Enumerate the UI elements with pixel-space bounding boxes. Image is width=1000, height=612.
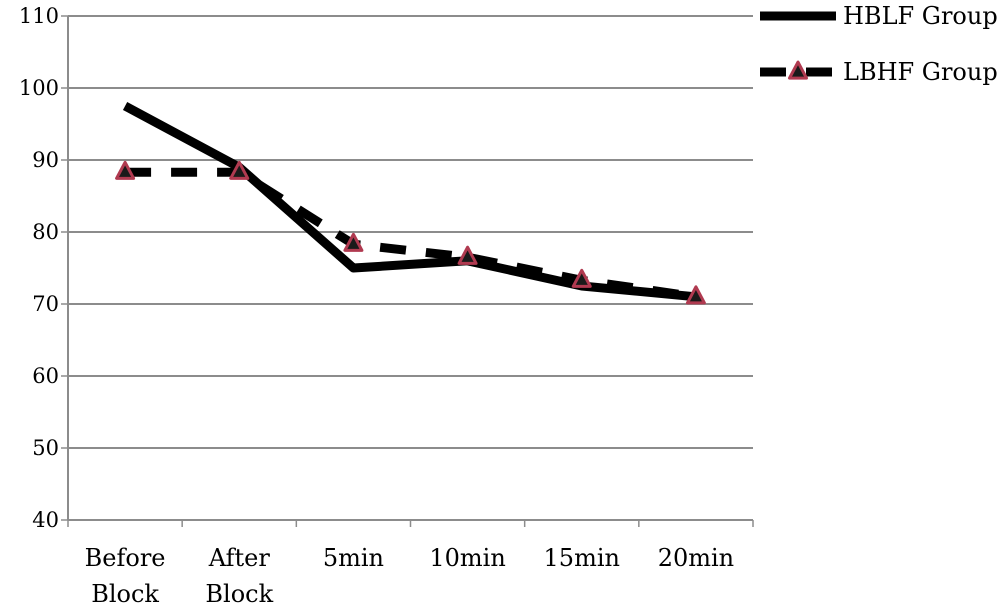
series-marker-triangle xyxy=(229,160,250,180)
series-group xyxy=(115,102,706,305)
series-marker-triangle xyxy=(788,60,808,80)
x-category-label: 5min xyxy=(323,544,384,572)
series-line xyxy=(122,102,697,302)
x-category-label: 10min xyxy=(429,544,505,572)
y-tick-label: 90 xyxy=(32,148,59,172)
legend: HBLF Group LBHF Group xyxy=(760,2,998,86)
y-tick-label: 80 xyxy=(32,220,59,244)
series-marker-triangle xyxy=(685,285,706,305)
x-category-labels: Before Block After Block 5min 10min 15min 20min xyxy=(85,544,734,608)
x-category-label: 20min xyxy=(658,544,734,572)
x-category-label: Before xyxy=(85,544,166,572)
series-line xyxy=(125,167,697,302)
x-category-label: Block xyxy=(91,580,159,608)
y-tick-label: 60 xyxy=(32,364,59,388)
series-0 xyxy=(122,102,697,302)
y-tick-label: 100 xyxy=(19,76,59,100)
legend-label: HBLF Group xyxy=(843,2,998,30)
series-marker-triangle xyxy=(343,232,364,252)
y-tick-label: 40 xyxy=(32,508,59,532)
x-category-label: After xyxy=(208,544,271,572)
y-tick-label: 110 xyxy=(19,4,59,28)
series-marker-triangle xyxy=(457,245,478,265)
legend-item-0: HBLF Group xyxy=(760,2,998,30)
y-tick-label: 70 xyxy=(32,292,59,316)
x-category-label: 15min xyxy=(544,544,620,572)
axes xyxy=(61,15,754,527)
series-marker-triangle xyxy=(571,268,592,288)
grid-lines xyxy=(68,15,753,449)
legend-label: LBHF Group xyxy=(843,58,998,86)
series-marker-triangle xyxy=(115,160,136,180)
y-tick-labels: 40 50 60 70 80 90 100 110 xyxy=(19,4,59,532)
legend-item-1: LBHF Group xyxy=(760,58,998,86)
y-tick-label: 50 xyxy=(32,436,59,460)
series-1 xyxy=(115,160,706,305)
x-category-label: Block xyxy=(205,580,273,608)
